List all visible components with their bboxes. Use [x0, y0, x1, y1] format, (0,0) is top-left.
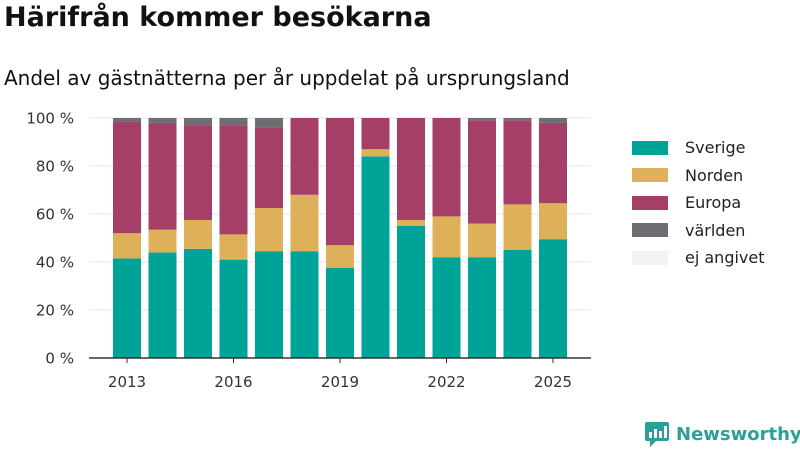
bar-segment-sverige [255, 251, 283, 358]
bar-segment-sverige [432, 257, 461, 358]
legend-label: Norden [685, 165, 744, 185]
y-tick-label: 0 % [45, 350, 74, 368]
x-tick-label: 2016 [214, 373, 252, 391]
bar-segment-sverige [503, 250, 532, 358]
x-tick-label: 2019 [321, 373, 359, 391]
bar-segment-sverige [148, 252, 177, 358]
bar-segment-v-rlden [113, 118, 141, 122]
bar-segment-europa [468, 120, 496, 224]
bar-segment-norden [184, 220, 212, 249]
bar-segment-sverige [326, 268, 354, 358]
bar-segment-sverige [397, 226, 425, 358]
bar-segment-europa [255, 127, 283, 208]
newsworthy-logo-icon [645, 422, 669, 447]
y-tick-label: 60 % [36, 206, 74, 224]
chart-title: Härifrån kommer besökarna [4, 2, 432, 33]
legend-label: världen [685, 220, 746, 240]
legend-swatch [632, 168, 668, 183]
bar-segment-sverige [113, 258, 141, 358]
bar-segment-norden [503, 204, 532, 250]
legend-swatch [632, 250, 668, 265]
bar-segment-norden [326, 245, 354, 268]
bar-segment-sverige [539, 239, 567, 358]
y-tick-label: 100 % [26, 110, 74, 128]
bar-segment-europa [326, 118, 354, 246]
x-tick-label: 2025 [534, 373, 572, 391]
bar-segment-norden [290, 194, 319, 252]
y-tick-label: 40 % [36, 254, 74, 272]
bar-segment-sverige [184, 248, 212, 358]
y-tick-label: 20 % [36, 302, 74, 320]
bar-segment-sverige [290, 251, 319, 358]
stacked-bar-chart: 0 % 20 % 40 % 60 % 80 % 100 % 2013 2016 2019 2022… [26, 110, 591, 391]
bar-segment-v-rlden [219, 118, 248, 126]
y-tick-label: 80 % [36, 158, 74, 176]
bar-segment-norden [539, 203, 567, 240]
bar-segment-europa [219, 125, 248, 235]
bar-segment-europa [113, 121, 141, 234]
x-tick-label: 2013 [108, 373, 146, 391]
legend-label: Europa [685, 193, 742, 213]
bar-segment-norden [255, 208, 283, 252]
bar-segment-norden [219, 234, 248, 260]
bar-segment-sverige [219, 259, 248, 358]
legend-label: ej angivet [685, 248, 765, 268]
legend-swatch [632, 223, 668, 238]
bar-segment-europa [361, 118, 390, 150]
bar-segment-norden [397, 220, 425, 226]
bar-segment-sverige [468, 257, 496, 358]
legend-item: världen [632, 217, 765, 245]
bar-segment-v-rlden [503, 118, 532, 121]
legend-item: Europa [632, 189, 765, 217]
bar-segment-v-rlden [539, 118, 567, 123]
brand-name: Newsworthy [676, 423, 800, 445]
bar-segment-norden [148, 229, 177, 253]
x-tick-label: 2022 [427, 373, 465, 391]
chart-legend: Sverige Norden Europa världen ej angivet [632, 134, 765, 272]
bar-segment-v-rlden [184, 118, 212, 126]
bar-segment-norden [432, 216, 461, 258]
bar-segment-v-rlden [468, 118, 496, 121]
chart-subtitle: Andel av gästnätterna per år uppdelat på… [4, 66, 570, 90]
legend-item: Norden [632, 162, 765, 190]
legend-swatch [632, 195, 668, 210]
bar-segment-v-rlden [148, 118, 177, 123]
bar-segment-europa [539, 122, 567, 204]
bar-segment-v-rlden [255, 118, 283, 128]
legend-label: Sverige [685, 138, 746, 158]
legend-item: ej angivet [632, 244, 765, 272]
bar-segment-europa [503, 120, 532, 205]
bar-segment-europa [184, 125, 212, 220]
bar-segment-europa [397, 118, 425, 220]
legend-item: Sverige [632, 134, 765, 162]
bar-segment-sverige [361, 156, 390, 358]
bar-segment-norden [361, 149, 390, 157]
legend-swatch [632, 140, 668, 155]
bar-segment-europa [148, 122, 177, 230]
bar-segment-norden [468, 223, 496, 258]
bar-segment-europa [432, 118, 461, 217]
bar-segment-norden [113, 233, 141, 259]
bar-segment-europa [290, 118, 319, 195]
brand-logo: Newsworthy [644, 420, 800, 448]
